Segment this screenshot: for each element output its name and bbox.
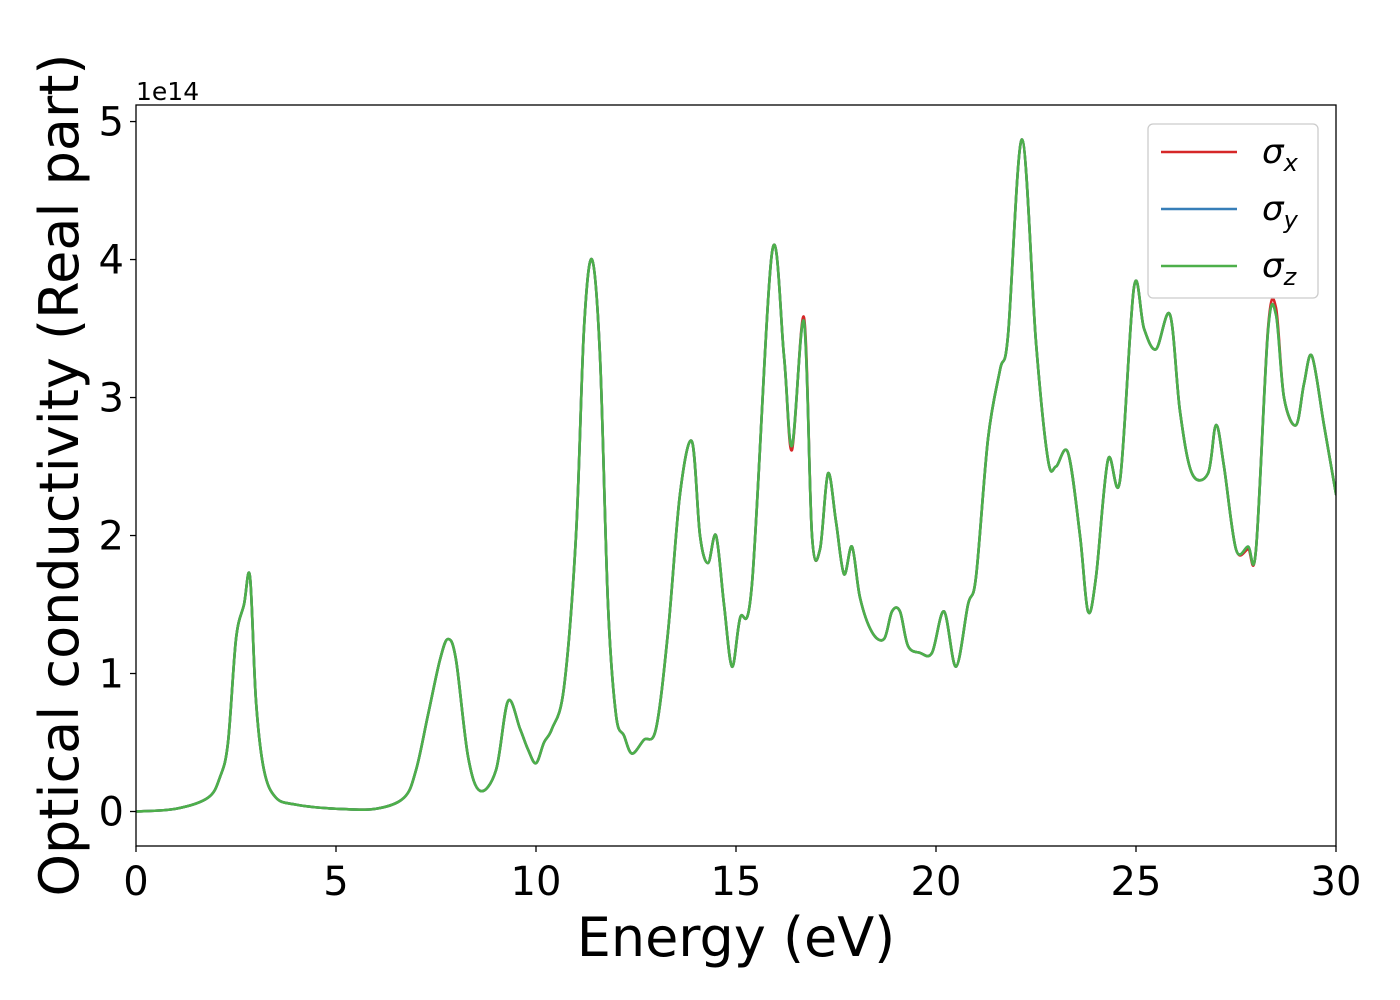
x-tick-label: 20	[911, 859, 962, 905]
x-axis-ticks: 0 5 10 15 20 25 30	[123, 846, 1361, 905]
x-tick-label: 15	[711, 859, 762, 905]
y-tick-label: 2	[99, 514, 124, 560]
y-tick-label: 1	[99, 652, 124, 698]
y-tick-label: 0	[99, 790, 124, 836]
legend-box	[1147, 123, 1319, 299]
y-tick-label: 3	[99, 376, 124, 422]
y-axis-ticks: 0 1 2 3 4 5	[99, 100, 136, 836]
x-tick-label: 25	[1111, 859, 1162, 905]
legend-label-y: σy	[1262, 189, 1299, 234]
legend-label-z: σz	[1262, 246, 1298, 291]
x-tick-label: 30	[1311, 859, 1362, 905]
legend: σx σy σz	[1147, 123, 1319, 299]
x-tick-label: 5	[323, 859, 348, 905]
x-axis-label: Energy (eV)	[577, 906, 896, 969]
y-axis-label: Optical conductivity (Real part)	[28, 54, 91, 897]
series-line-z	[136, 138, 1336, 813]
y-tick-label: 5	[99, 100, 124, 146]
y-offset-text: 1e14	[136, 77, 199, 106]
legend-label-x: σx	[1262, 132, 1299, 177]
x-tick-label: 10	[511, 859, 562, 905]
plot-area	[136, 105, 1336, 846]
y-tick-label: 4	[99, 238, 124, 284]
series-layer	[136, 138, 1336, 813]
x-tick-label: 0	[123, 859, 148, 905]
